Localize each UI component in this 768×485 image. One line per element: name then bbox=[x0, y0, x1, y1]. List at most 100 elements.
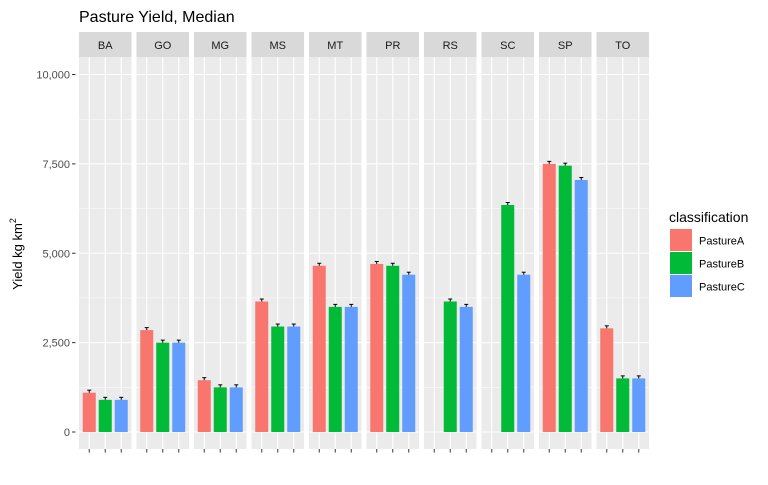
facet-panel-mg: MG bbox=[194, 32, 247, 453]
facet-strip bbox=[194, 32, 247, 57]
error-bar bbox=[275, 323, 280, 327]
facet-panel-ba: BA bbox=[79, 32, 132, 453]
bar-pasturea bbox=[370, 263, 384, 432]
error-bar bbox=[103, 396, 108, 400]
error-bar bbox=[448, 298, 453, 302]
bar-pasturea bbox=[82, 392, 96, 432]
y-axis-label-text: Yield kg km bbox=[10, 223, 25, 290]
bar-pasturea bbox=[542, 163, 556, 432]
error-bar bbox=[349, 303, 354, 307]
facet-strip bbox=[309, 32, 362, 57]
legend-label: PastureB bbox=[699, 259, 744, 271]
facet-label: MG bbox=[211, 40, 229, 52]
bar-pasturea bbox=[197, 380, 211, 432]
bar-pasturec bbox=[574, 179, 588, 432]
facet-strip bbox=[366, 32, 419, 57]
bar-pastureb bbox=[558, 165, 572, 432]
error-bar bbox=[464, 303, 469, 307]
error-bar bbox=[521, 271, 526, 275]
facet-label: MT bbox=[327, 40, 343, 52]
error-bar bbox=[144, 327, 149, 331]
error-bar bbox=[620, 375, 625, 379]
bar-pasturec bbox=[114, 399, 128, 432]
bar-pasturec bbox=[459, 306, 473, 432]
bar-pasturec bbox=[172, 342, 186, 432]
error-bar bbox=[259, 298, 264, 302]
error-bar bbox=[291, 323, 296, 327]
bar-pasturec bbox=[402, 274, 416, 432]
error-bar bbox=[317, 262, 322, 266]
facet-strip bbox=[481, 32, 534, 57]
bar-pastureb bbox=[616, 378, 630, 432]
bar-pastureb bbox=[328, 306, 342, 432]
bar-pastureb bbox=[98, 399, 112, 432]
facet-strip bbox=[539, 32, 592, 57]
facet-label: MS bbox=[270, 40, 287, 52]
y-axis-label-superscript: 2 bbox=[8, 218, 18, 223]
bar-pastureb bbox=[156, 342, 170, 432]
y-axis: 0 2,500 5,000 7,500 10,000 bbox=[36, 70, 76, 439]
chart-title: Pasture Yield, Median bbox=[79, 9, 235, 26]
y-tick-label: 2,500 bbox=[42, 338, 70, 350]
y-tick-label: 7,500 bbox=[42, 159, 70, 171]
legend-item-pasturea: PastureA bbox=[670, 229, 745, 251]
error-bar bbox=[579, 176, 584, 180]
legend-item-pasturec: PastureC bbox=[670, 275, 745, 297]
error-bar bbox=[333, 303, 338, 307]
error-bar bbox=[176, 339, 181, 343]
y-axis-label: Yield kg km2 bbox=[8, 218, 25, 290]
error-bar bbox=[563, 162, 568, 166]
facet-strip bbox=[136, 32, 189, 57]
error-bar bbox=[604, 325, 609, 329]
bar-pastureb bbox=[443, 301, 457, 432]
y-tick-label: 0 bbox=[64, 427, 70, 439]
facet-label: SP bbox=[558, 40, 573, 52]
error-bar bbox=[234, 384, 239, 388]
facet-panel-pr: PR bbox=[366, 32, 419, 453]
error-bar bbox=[374, 260, 379, 264]
facet-panel-rs: RS bbox=[424, 32, 477, 453]
facet-label: BA bbox=[98, 40, 113, 52]
bar-pastureb bbox=[213, 387, 227, 432]
legend: classification PastureA PastureB PastureC bbox=[669, 209, 748, 297]
bar-pasturec bbox=[229, 387, 243, 432]
facet-strip bbox=[424, 32, 477, 57]
error-bar bbox=[406, 271, 411, 275]
error-bar bbox=[636, 375, 641, 379]
legend-swatch bbox=[670, 252, 692, 274]
bar-pasturec bbox=[517, 274, 531, 432]
facet-strip bbox=[79, 32, 132, 57]
facet-panels: BA GO MG MS MT PR RS SC SP TO bbox=[79, 32, 649, 453]
facet-label: SC bbox=[500, 40, 515, 52]
legend-swatch bbox=[670, 229, 692, 251]
bar-pasturec bbox=[344, 306, 358, 432]
facet-label: PR bbox=[385, 40, 400, 52]
bar-pastureb bbox=[501, 204, 515, 432]
facet-panel-sc: SC bbox=[481, 32, 534, 453]
error-bar bbox=[547, 160, 552, 164]
facet-panel-go: GO bbox=[136, 32, 189, 453]
bar-pasturec bbox=[287, 326, 301, 432]
error-bar bbox=[505, 201, 510, 205]
facet-label: GO bbox=[154, 40, 172, 52]
legend-title: classification bbox=[669, 209, 748, 225]
legend-item-pastureb: PastureB bbox=[670, 252, 744, 274]
facet-label: RS bbox=[443, 40, 458, 52]
legend-label: PastureA bbox=[699, 236, 745, 248]
error-bar bbox=[390, 262, 395, 266]
error-bar bbox=[218, 384, 223, 388]
bar-pasturec bbox=[632, 378, 646, 432]
facet-panel-sp: SP bbox=[539, 32, 592, 453]
facet-panel-to: TO bbox=[596, 32, 649, 453]
error-bar bbox=[160, 339, 165, 343]
facet-strip bbox=[251, 32, 304, 57]
facet-panel-ms: MS bbox=[251, 32, 304, 453]
bar-pasturea bbox=[255, 301, 269, 432]
bar-pastureb bbox=[386, 265, 400, 432]
facet-panel-mt: MT bbox=[309, 32, 362, 453]
y-tick-label: 10,000 bbox=[36, 70, 70, 82]
bar-pasturea bbox=[140, 330, 154, 432]
error-bar bbox=[119, 396, 124, 400]
bar-pasturea bbox=[312, 265, 326, 432]
